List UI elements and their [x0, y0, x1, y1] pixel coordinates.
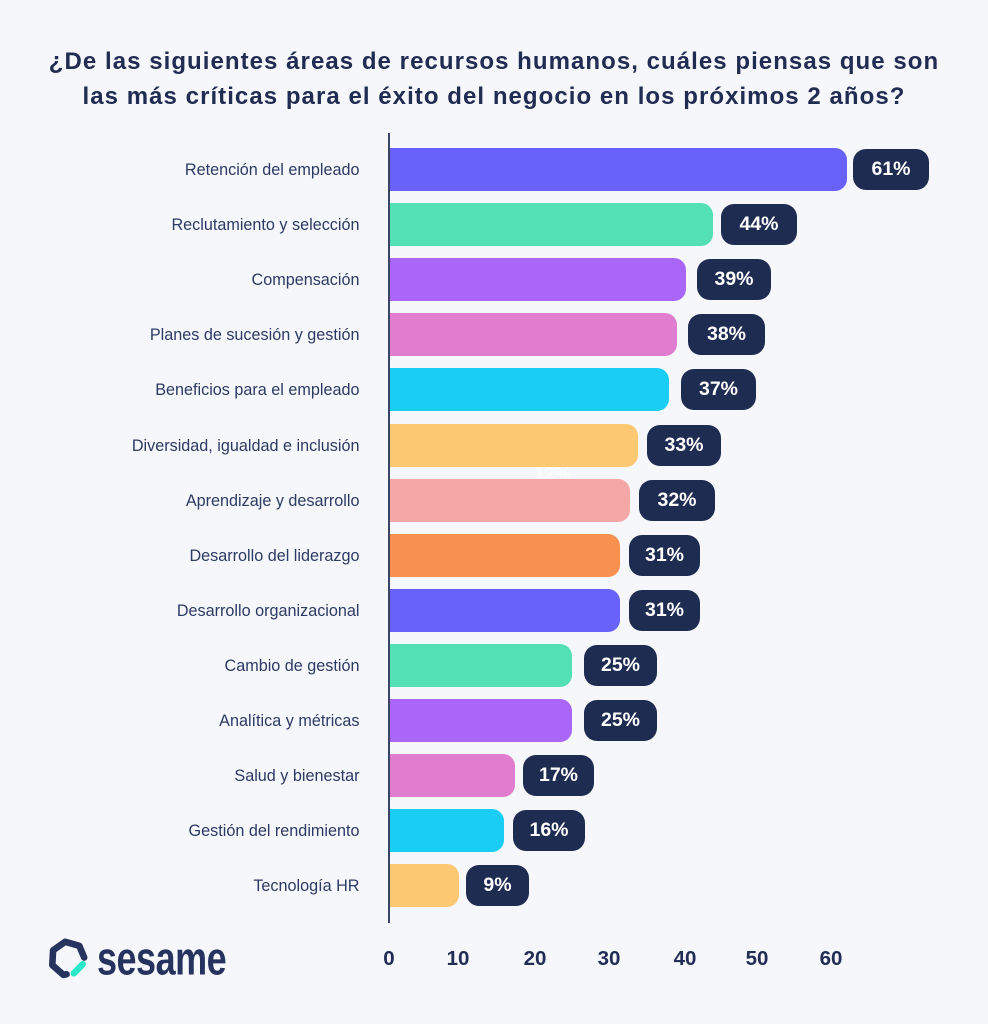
svg-text:sesame: sesame [97, 934, 226, 982]
